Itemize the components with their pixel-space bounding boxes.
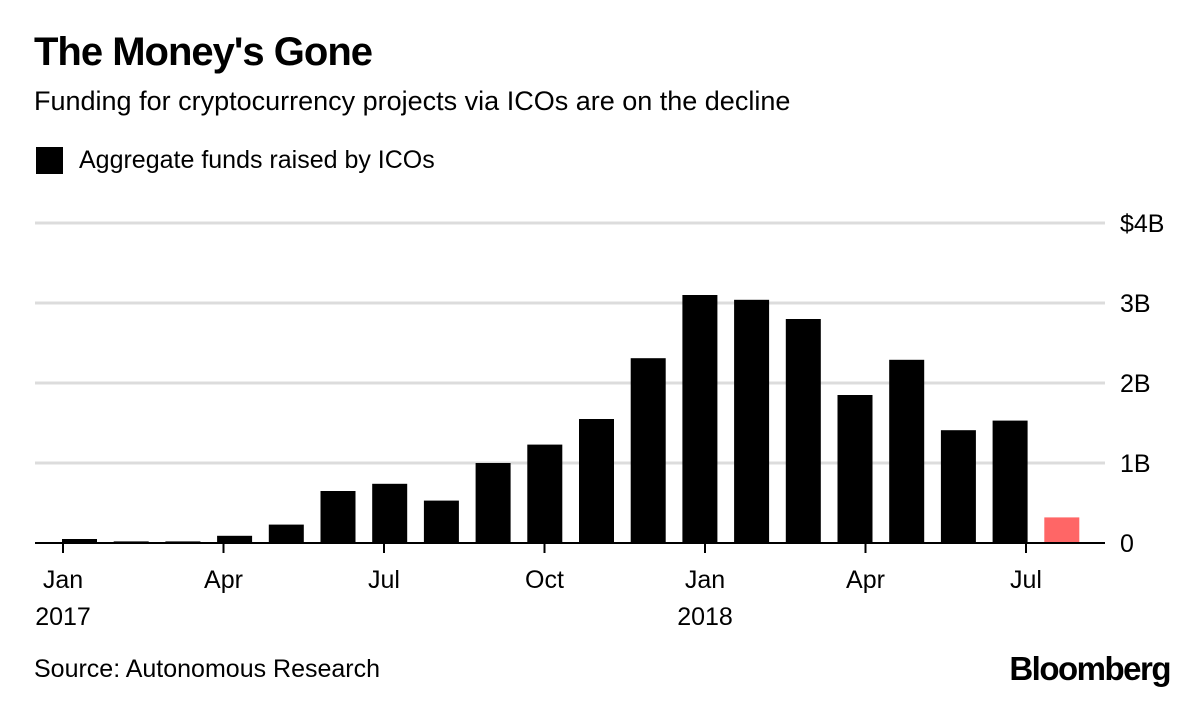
x-tick-label: Apr	[846, 566, 885, 594]
y-tick-label: 0	[1120, 530, 1134, 558]
bar-jun-2017	[320, 491, 356, 543]
y-tick-label: $4B	[1120, 210, 1164, 238]
x-tick-year-label: 2018	[677, 603, 733, 631]
y-tick-label: 1B	[1120, 450, 1151, 478]
y-tick-label: 2B	[1120, 370, 1151, 398]
x-tick-label: Oct	[525, 566, 564, 594]
chart-title: The Money's Gone	[34, 30, 373, 74]
y-tick-label: 3B	[1120, 290, 1151, 318]
legend-label: Aggregate funds raised by ICOs	[79, 146, 435, 174]
chart-subtitle: Funding for cryptocurrency projects via …	[34, 86, 791, 116]
source-note: Source: Autonomous Research	[34, 655, 381, 683]
bar-aug-2018	[1044, 517, 1080, 543]
bar-apr-2017	[217, 535, 253, 543]
bar-apr-2018	[837, 395, 873, 543]
bar-jun-2018	[940, 430, 976, 543]
bar-mar-2018	[785, 319, 821, 543]
bar-may-2018	[889, 359, 925, 543]
bar-jan-2018	[682, 295, 718, 543]
bar-may-2017	[268, 524, 304, 543]
bar-oct-2017	[527, 444, 563, 543]
bar-aug-2017	[423, 500, 459, 543]
bloomberg-logo: Bloomberg	[1009, 650, 1171, 687]
x-tick-label: Apr	[204, 566, 243, 594]
x-tick-label: Jan	[43, 566, 83, 594]
bar-jul-2018	[992, 420, 1028, 543]
x-tick-label: Jul	[368, 566, 400, 594]
bar-jul-2017	[372, 483, 408, 543]
bar-feb-2018	[734, 299, 770, 543]
bar-dec-2017	[630, 358, 666, 543]
bar-sep-2017	[475, 463, 511, 543]
x-tick-year-label: 2017	[35, 603, 91, 631]
bar-nov-2017	[579, 419, 614, 543]
legend-swatch	[36, 147, 63, 174]
bar-jan-2017	[62, 539, 97, 543]
x-tick-label: Jul	[1010, 566, 1042, 594]
legend: Aggregate funds raised by ICOs	[36, 146, 435, 175]
x-tick-label: Jan	[685, 566, 725, 594]
